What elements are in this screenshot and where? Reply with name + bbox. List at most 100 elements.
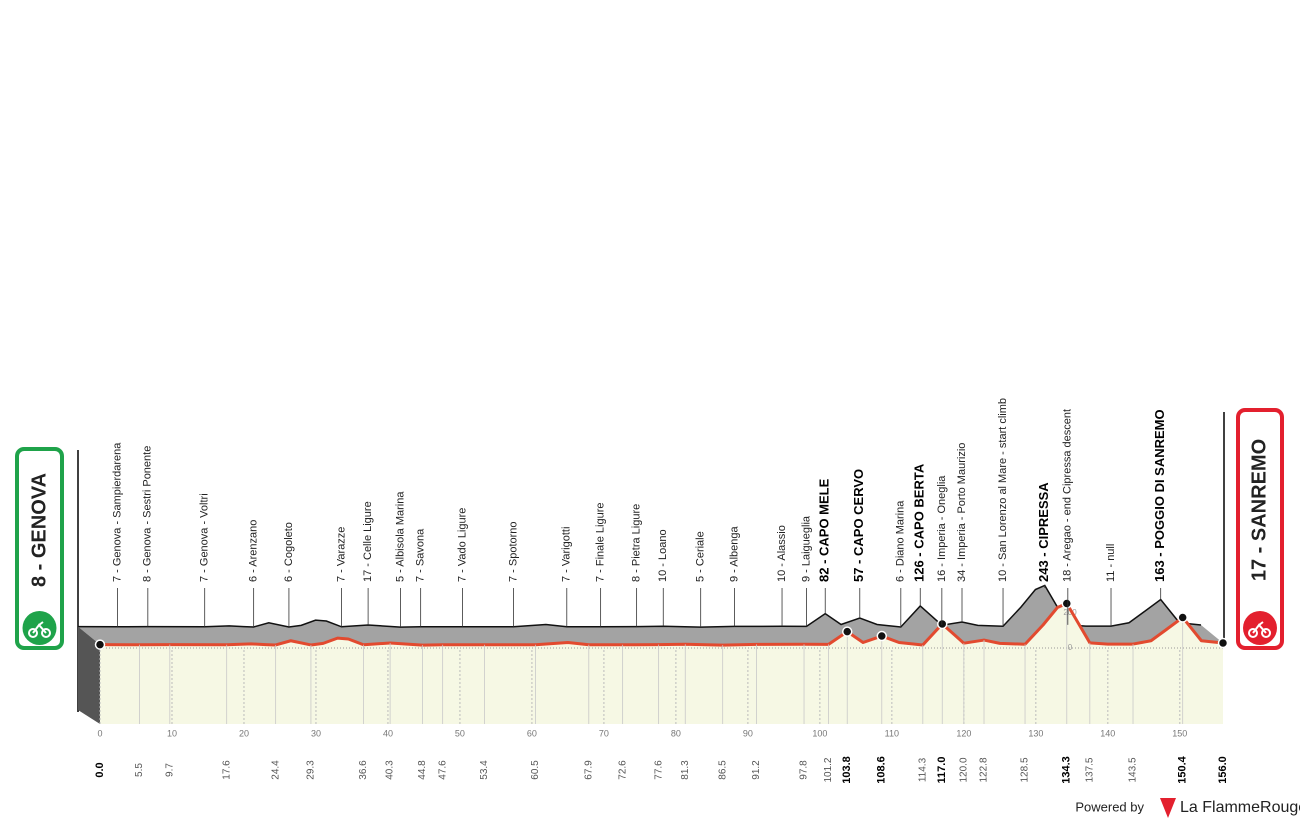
- waypoint-label: 57 - CAPO CERVO: [851, 469, 866, 582]
- km-label: 0.0: [94, 762, 106, 777]
- km-label: 67.9: [583, 760, 594, 780]
- km-label: 77.6: [653, 760, 664, 780]
- km-label: 156.0: [1217, 756, 1229, 784]
- km-label: 17.6: [221, 760, 232, 780]
- x-tick-label: 0: [97, 728, 102, 738]
- climb-dot: [1217, 637, 1229, 649]
- km-label: 47.6: [437, 760, 448, 780]
- km-label: 150.4: [1177, 755, 1189, 783]
- waypoint-label: 10 - Alassio: [776, 525, 788, 582]
- x-tick-label: 80: [671, 728, 681, 738]
- finish-box: [1236, 408, 1284, 650]
- x-tick-label: 60: [527, 728, 537, 738]
- waypoint-label: 6 - Diano Marina: [895, 500, 907, 582]
- km-label: 40.3: [385, 760, 396, 780]
- waypoint-label: 5 - Albisola Marina: [394, 491, 406, 582]
- km-label: 60.5: [530, 760, 541, 780]
- waypoint-label: 10 - Loano: [657, 529, 669, 582]
- km-label: 134.3: [1061, 756, 1073, 784]
- profile-line: [99, 601, 1224, 647]
- elevation-tick-label: 200: [1063, 608, 1077, 617]
- waypoint-label: 7 - Varazze: [335, 527, 347, 582]
- waypoint-label: 126 - CAPO BERTA: [912, 463, 927, 582]
- waypoint-label: 243 - CIPRESSA: [1036, 482, 1051, 582]
- elevation-tick-label: 0: [1068, 643, 1073, 652]
- waypoint-label: 34 - Imperia - Porto Maurizio: [956, 443, 968, 582]
- x-tick-label: 150: [1172, 728, 1187, 738]
- waypoint-label: 163 - POGGIO DI SANREMO: [1152, 409, 1167, 582]
- profile-back-line: [77, 584, 1202, 628]
- km-label: 143.5: [1128, 757, 1139, 782]
- profile-shadow: [78, 585, 1223, 646]
- x-tick-label: 10: [167, 728, 177, 738]
- km-label: 97.8: [799, 760, 810, 780]
- start-label: 8 - GENOVA: [28, 473, 50, 587]
- waypoint-label: 8 - Genova - Sestri Ponente: [142, 446, 154, 582]
- km-label: 128.5: [1020, 757, 1031, 782]
- waypoint-label: 6 - Cogoleto: [283, 522, 295, 582]
- climb-dot: [1061, 598, 1073, 609]
- waypoint-label: 7 - Spotorno: [507, 521, 519, 582]
- km-label: 101.2: [823, 757, 834, 782]
- km-label: 108.6: [876, 756, 888, 784]
- waypoint-label: 82 - CAPO MELE: [817, 478, 832, 582]
- x-tick-label: 20: [239, 728, 249, 738]
- brand: La FlammeRouge: [1180, 799, 1300, 816]
- powered-by: Powered by: [1075, 799, 1144, 814]
- x-tick-label: 90: [743, 728, 753, 738]
- climb-dot: [94, 639, 106, 650]
- waypoint-label: 18 - Aregao - end Cipressa descent: [1062, 409, 1074, 582]
- km-label: 137.5: [1084, 757, 1095, 782]
- km-label: 24.4: [270, 760, 281, 780]
- waypoint-label: 10 - San Lorenzo al Mare - start climb: [997, 398, 1009, 582]
- waypoint-label: 8 - Pietra Ligure: [631, 504, 643, 582]
- waypoint-label: 7 - Savona: [415, 528, 427, 582]
- km-label: 117.0: [936, 757, 948, 784]
- start-box: [15, 447, 64, 650]
- x-tick-label: 130: [1028, 728, 1043, 738]
- finish-label: 17 - SANREMO: [1248, 439, 1270, 581]
- km-label: 9.7: [164, 763, 175, 777]
- km-label: 29.3: [306, 760, 317, 780]
- x-tick-label: 50: [455, 728, 465, 738]
- waypoint-label: 7 - Genova - Sampierdarena: [111, 442, 123, 582]
- x-tick-label: 70: [599, 728, 609, 738]
- km-label: 86.5: [717, 760, 728, 780]
- waypoint-label: 7 - Vado Ligure: [456, 508, 468, 582]
- km-label: 53.4: [479, 760, 490, 780]
- x-tick-label: 110: [885, 728, 899, 738]
- km-label: 91.2: [751, 760, 762, 780]
- finish-icon: [1243, 611, 1277, 645]
- waypoint-label: 11 - null: [1105, 544, 1117, 582]
- waypoint-label: 9 - Albenga: [728, 525, 740, 582]
- km-label: 103.8: [841, 756, 853, 784]
- km-label: 120.0: [958, 757, 969, 782]
- km-label: 5.5: [134, 763, 145, 777]
- x-tick-label: 120: [956, 728, 971, 738]
- climb-dot: [876, 630, 888, 642]
- cyclist: [28, 621, 1271, 638]
- waypoint-label: 5 - Ceriale: [695, 531, 707, 582]
- brand-logo: [1160, 798, 1176, 818]
- waypoint-label: 7 - Finale Ligure: [595, 503, 607, 583]
- km-label: 122.8: [979, 757, 990, 782]
- climb-dot: [937, 618, 948, 630]
- x-tick-label: 140: [1100, 728, 1115, 738]
- x-tick-label: 40: [383, 728, 393, 738]
- waypoint-label: 7 - Varigotti: [561, 527, 573, 582]
- km-label: 72.6: [617, 760, 628, 780]
- waypoint-label: 7 - Genova - Voltri: [199, 493, 211, 582]
- climb-dot: [1177, 612, 1188, 623]
- x-tick-label: 30: [311, 728, 321, 738]
- start-icon: [22, 611, 57, 645]
- waypoint-label: 6 - Arenzano: [248, 520, 260, 582]
- km-label: 81.3: [680, 760, 691, 780]
- start-wall: [78, 626, 100, 724]
- waypoint-label: 17 - Celle Ligure: [362, 501, 374, 582]
- km-label: 36.6: [358, 760, 369, 780]
- waypoint-label: 9 - Laigueglia: [800, 515, 812, 582]
- km-label: 44.8: [417, 760, 428, 780]
- climb-dot: [841, 626, 853, 637]
